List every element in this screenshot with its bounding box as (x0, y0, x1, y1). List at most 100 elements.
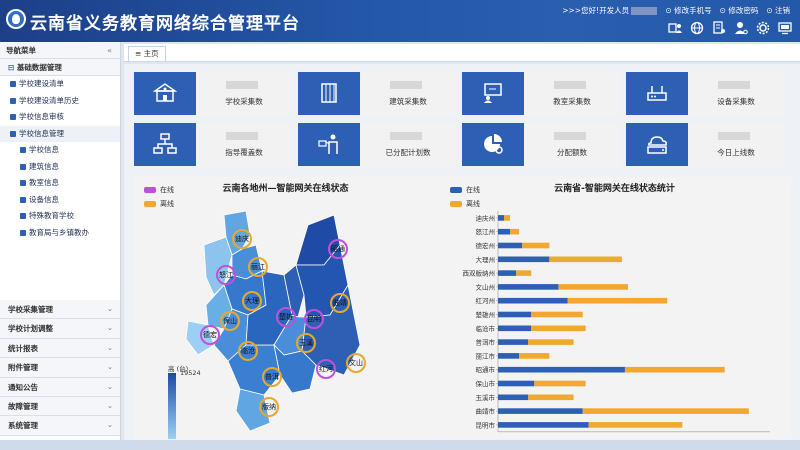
change-phone-link[interactable]: ⊙ 修改手机号 (665, 6, 712, 15)
bar-segment-online[interactable] (498, 339, 529, 345)
menu-group-notices[interactable]: 通知公告 ⌄ (0, 377, 120, 397)
legend-label: 离线 (466, 200, 480, 208)
bar-segment-online[interactable] (498, 325, 532, 332)
document-user-icon[interactable] (712, 21, 726, 35)
stat-card-guidance[interactable]: 指导覆盖数 (134, 123, 292, 166)
bar-segment-offline[interactable] (528, 394, 574, 401)
city-marker-dehong[interactable]: 德宏 (200, 325, 220, 345)
stat-value-redacted (554, 132, 586, 140)
gear-icon[interactable] (756, 21, 770, 35)
bar-segment-online[interactable] (498, 422, 589, 428)
menu-subitem-building-info[interactable]: 建筑信息 (0, 159, 120, 176)
menu-group-faults[interactable]: 故障管理 ⌄ (0, 396, 120, 417)
stat-card-building[interactable]: 建筑采集数 (298, 72, 456, 115)
stat-card-classroom[interactable]: 教室采集数 (462, 72, 620, 115)
menu-subitem-special-school[interactable]: 特殊教育学校 (0, 208, 120, 225)
globe-icon[interactable] (690, 21, 704, 35)
school-icon (134, 72, 196, 115)
bar-segment-offline[interactable] (582, 408, 749, 414)
city-marker-banna[interactable]: 版纳 (259, 397, 279, 417)
legend-online[interactable]: 在线 (144, 185, 174, 195)
menu-item-label: 学校信息 (29, 145, 59, 154)
city-marker-nujiang[interactable]: 怒江 (216, 265, 236, 285)
menu-group-plan-adjust[interactable]: 学校计划调整 ⌄ (0, 319, 120, 339)
bar-segment-offline[interactable] (528, 339, 574, 345)
city-marker-diqing[interactable]: 迪庆 (232, 229, 252, 249)
bar-segment-offline[interactable] (504, 215, 511, 221)
city-marker-yuxi[interactable]: 玉溪 (296, 333, 316, 353)
bar-segment-offline[interactable] (549, 256, 622, 263)
bar-segment-online[interactable] (498, 215, 505, 221)
legend-offline[interactable]: 离线 (144, 199, 174, 209)
city-marker-puer[interactable]: 普洱 (262, 367, 282, 387)
bar-segment-offline[interactable] (510, 228, 520, 235)
bar-segment-online[interactable] (498, 256, 550, 263)
stat-card-allocation[interactable]: 分配额数 (462, 123, 620, 166)
menu-group-basic-data[interactable]: ⊟ 基础数据管理 (0, 59, 120, 76)
bar-segment-online[interactable] (498, 284, 559, 290)
category-tick-label: 文山州 (476, 282, 496, 291)
menu-item-school-info-review[interactable]: 学校信息审核 (0, 109, 120, 126)
bar-segment-offline[interactable] (522, 242, 550, 249)
category-tick-label: 怒江州 (476, 227, 496, 236)
menu-group-label: 学校采集管理 (8, 305, 53, 314)
doc-icon (20, 163, 26, 170)
bar-segment-online[interactable] (498, 353, 520, 359)
legend-online[interactable]: 在线 (450, 185, 480, 195)
stat-card-online-today[interactable]: 今日上线数 (626, 123, 784, 166)
city-marker-baoshan[interactable]: 保山 (220, 311, 240, 331)
city-marker-dali[interactable]: 大理 (242, 291, 262, 311)
menu-subitem-edu-bureau[interactable]: 教育局与乡镇教办 (0, 225, 120, 242)
map-legend: 在线 离线 (144, 185, 174, 213)
menu-group-reports[interactable]: 统计报表 ⌄ (0, 338, 120, 359)
menu-subitem-school-info[interactable]: 学校信息 (0, 142, 120, 159)
menu-group-label: 故障管理 (8, 401, 38, 411)
city-marker-qujing[interactable]: 曲靖 (330, 293, 350, 313)
bar-segment-offline[interactable] (531, 325, 586, 332)
menu-subitem-device-info[interactable]: 设备信息 (0, 192, 120, 209)
bar-segment-offline[interactable] (531, 311, 583, 318)
menu-item-school-build-history[interactable]: 学校建设清单历史 (0, 93, 120, 110)
city-marker-lincang[interactable]: 临沧 (238, 341, 258, 361)
bar-segment-online[interactable] (498, 297, 568, 304)
legend-offline[interactable]: 离线 (450, 199, 480, 209)
menu-item-school-build-list[interactable]: 学校建设清单 (0, 76, 120, 93)
city-marker-zhaotong[interactable]: 昭通 (328, 239, 348, 259)
bar-segment-online[interactable] (498, 311, 532, 318)
city-marker-lijiang[interactable]: 丽江 (248, 257, 268, 277)
city-marker-kunming[interactable]: 昆明 (304, 309, 324, 329)
menu-group-attachments[interactable]: 附件管理 ⌄ (0, 358, 120, 378)
city-marker-honghe[interactable]: 红河 (316, 359, 336, 379)
bar-segment-offline[interactable] (558, 284, 628, 290)
bar-segment-offline[interactable] (567, 297, 668, 304)
category-tick-label: 临沧市 (476, 324, 496, 333)
bar-segment-offline[interactable] (588, 422, 683, 428)
city-marker-chuxiong[interactable]: 楚雄 (276, 307, 296, 327)
stat-card-school[interactable]: 学校采集数 (134, 72, 292, 115)
city-marker-wenshan[interactable]: 文山 (346, 353, 366, 373)
user-list-icon[interactable] (668, 21, 682, 35)
logout-link[interactable]: ⊙ 注销 (766, 6, 790, 15)
bar-segment-online[interactable] (498, 270, 517, 276)
stat-card-plan[interactable]: 已分配计划数 (298, 123, 456, 166)
monitor-icon[interactable] (778, 21, 792, 35)
bar-segment-online[interactable] (498, 366, 625, 373)
bar-segment-online[interactable] (498, 242, 523, 249)
bar-segment-online[interactable] (498, 228, 511, 235)
tab-home[interactable]: ≡ 主页 (128, 46, 166, 61)
change-password-link[interactable]: ⊙ 修改密码 (719, 6, 759, 15)
bar-segment-offline[interactable] (516, 270, 532, 276)
bar-segment-offline[interactable] (534, 380, 586, 387)
menu-group-system[interactable]: 系统管理 ⌄ (0, 416, 120, 436)
bar-segment-online[interactable] (498, 408, 583, 414)
user-settings-icon[interactable] (734, 21, 748, 35)
menu-group-school-collect[interactable]: 学校采集管理 ⌄ (0, 300, 120, 320)
menu-subitem-classroom-info[interactable]: 教室信息 (0, 175, 120, 192)
bar-segment-offline[interactable] (519, 353, 550, 359)
stat-card-device[interactable]: 设备采集数 (626, 72, 784, 115)
sidebar-collapse-icon[interactable]: « (107, 46, 112, 55)
menu-item-school-info-manage[interactable]: 学校信息管理 (0, 125, 120, 142)
bar-segment-online[interactable] (498, 380, 535, 387)
bar-segment-online[interactable] (498, 394, 529, 401)
bar-segment-offline[interactable] (624, 366, 725, 373)
